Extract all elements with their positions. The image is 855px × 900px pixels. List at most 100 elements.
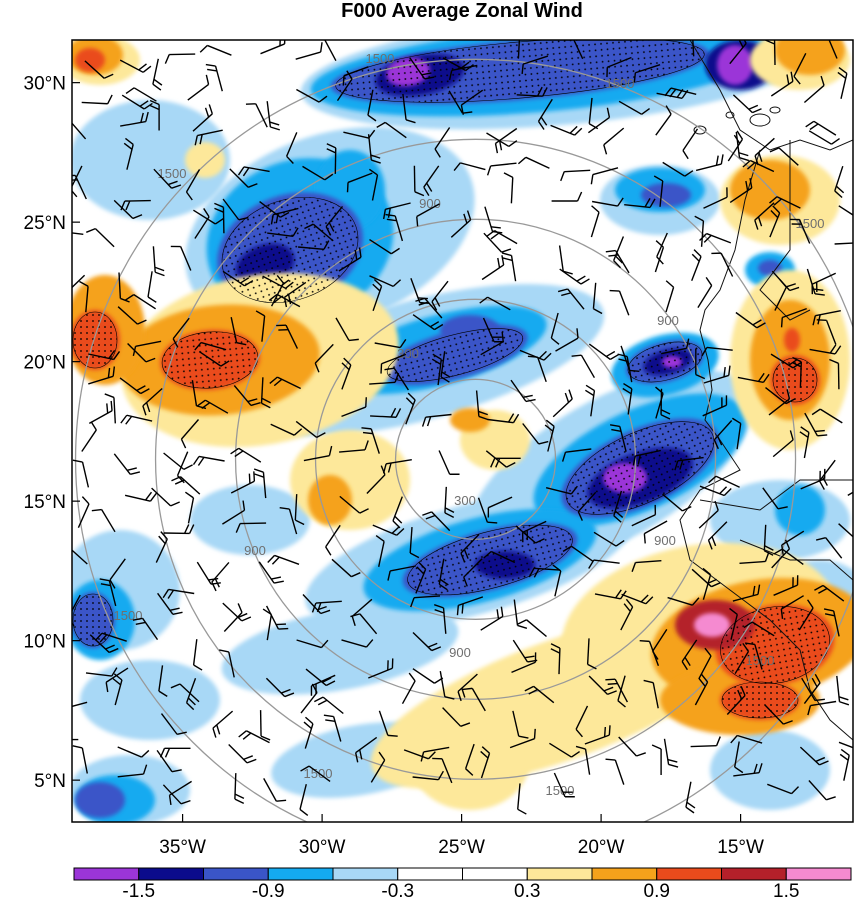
wind-barb xyxy=(314,696,344,715)
wind-barb xyxy=(631,560,662,573)
wind-barb xyxy=(839,748,850,781)
wind-barb xyxy=(350,613,378,635)
wind-barb xyxy=(799,426,810,459)
wind-barb xyxy=(517,783,527,815)
wind-barb xyxy=(172,317,190,348)
range-ring-label: 900 xyxy=(449,645,471,660)
island xyxy=(725,111,735,119)
wind-barb xyxy=(72,738,79,741)
map-panel: 300 300 900 900 900 900 900 1500 1500 1500 1500 150… xyxy=(71,39,854,823)
wind-barb xyxy=(605,758,625,785)
wind-barb xyxy=(674,456,704,471)
wind-barb xyxy=(222,500,246,525)
wind-barb xyxy=(606,56,632,78)
wind-barb xyxy=(160,713,187,736)
wind-barb xyxy=(588,97,599,130)
wind-barb xyxy=(510,379,536,403)
wind-barb xyxy=(464,743,475,776)
wind-barb xyxy=(380,353,407,374)
wind-barb xyxy=(735,131,750,162)
wind-contour-region xyxy=(710,730,830,810)
wind-barb xyxy=(303,716,314,749)
wind-barb xyxy=(85,667,118,677)
wind-barb xyxy=(385,213,404,242)
wind-barb xyxy=(266,101,280,131)
wind-barb xyxy=(621,593,654,605)
wind-barb xyxy=(412,631,442,652)
wind-barb xyxy=(409,57,435,80)
stippling-layer xyxy=(72,40,830,719)
wind-barb xyxy=(401,672,416,705)
wind-barb xyxy=(655,105,672,136)
wind-barb xyxy=(205,63,223,92)
wind-barb xyxy=(483,550,516,564)
wind-barb xyxy=(267,554,300,565)
wind-barb xyxy=(438,558,449,591)
colorbar-swatch xyxy=(721,867,787,881)
wind-barb xyxy=(382,202,411,220)
wind-barb xyxy=(448,64,478,81)
wind-barb xyxy=(511,652,537,674)
wind-barb xyxy=(132,617,159,641)
wind-barb xyxy=(372,278,383,312)
wind-barb xyxy=(222,198,249,221)
wind-barb xyxy=(421,413,452,427)
wind-barb xyxy=(617,353,633,383)
wind-barb xyxy=(258,561,284,584)
wind-barb xyxy=(732,584,761,602)
wind-barb xyxy=(370,407,402,418)
wind-barb xyxy=(769,196,801,209)
stippled-region xyxy=(627,341,703,383)
wind-barb xyxy=(341,397,367,418)
wind-barb xyxy=(691,249,702,282)
coastline xyxy=(689,40,853,151)
wind-barb xyxy=(713,420,733,450)
wind-barb xyxy=(262,608,273,641)
wind-barb xyxy=(77,496,90,528)
wind-barb xyxy=(768,389,791,416)
wind-barb xyxy=(335,317,359,342)
wind-barb xyxy=(624,198,656,209)
wind-barb xyxy=(512,710,529,739)
coastline-layer xyxy=(679,40,853,741)
wind-barb xyxy=(180,419,200,449)
wind-barb xyxy=(117,746,150,758)
wind-barb xyxy=(517,156,550,169)
wind-barb xyxy=(734,642,750,675)
coastline xyxy=(699,479,853,511)
wind-barb xyxy=(442,707,471,727)
island xyxy=(693,125,707,135)
wind-barb xyxy=(698,500,719,529)
wind-barb xyxy=(487,413,520,424)
wind-barb xyxy=(486,229,518,245)
wind-barb xyxy=(164,53,196,64)
wind-barb xyxy=(121,94,153,110)
wind-barb xyxy=(420,746,450,762)
wind-barb xyxy=(230,471,256,494)
wind-barb xyxy=(152,58,163,91)
wind-barb xyxy=(517,619,547,638)
range-ring xyxy=(314,298,637,620)
wind-barb xyxy=(561,448,592,462)
wind-barb xyxy=(270,207,299,225)
wind-barb xyxy=(432,757,453,784)
wind-barb xyxy=(197,399,229,414)
wind-barb xyxy=(702,395,728,417)
wind-barb xyxy=(223,603,243,632)
wind-barb xyxy=(354,736,378,763)
wind-barb xyxy=(815,537,843,559)
colorbar-label: 1.5 xyxy=(773,881,799,900)
wind-barb xyxy=(124,491,157,502)
wind-barb xyxy=(338,247,362,272)
wind-barb xyxy=(104,393,116,424)
range-ring xyxy=(154,138,797,780)
wind-barb xyxy=(453,162,486,171)
wind-barb xyxy=(503,172,514,204)
wind-barb xyxy=(739,551,770,564)
wind-barb xyxy=(72,594,81,627)
wind-barb xyxy=(521,55,549,75)
wind-barb xyxy=(230,317,247,346)
wind-barb xyxy=(119,59,152,73)
wind-barb xyxy=(99,578,117,607)
wind-barb xyxy=(521,520,547,543)
